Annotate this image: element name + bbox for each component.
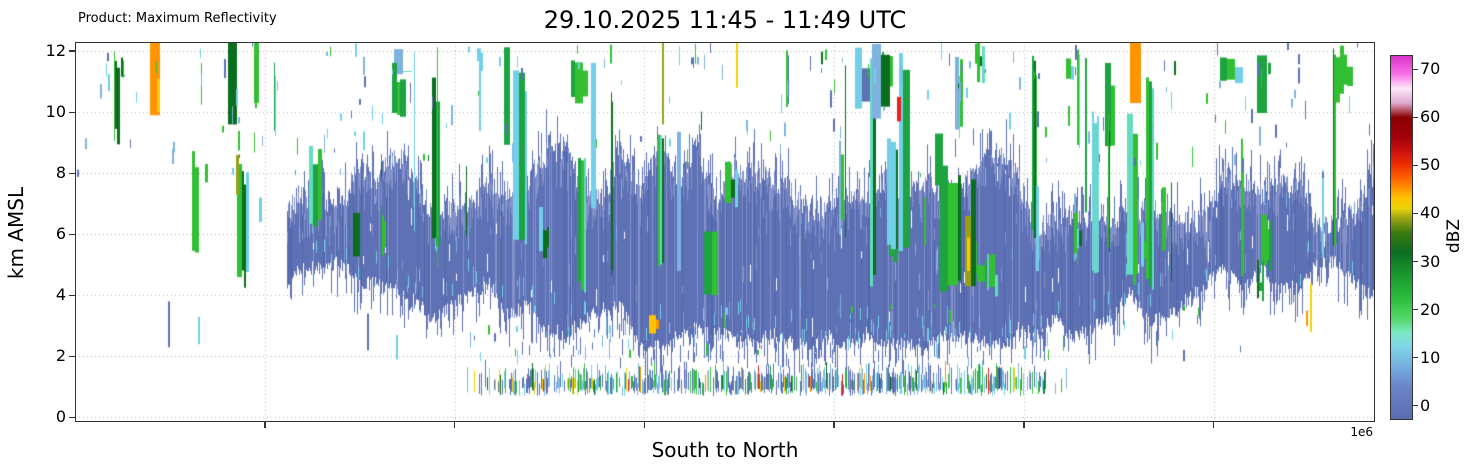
chart-title: 29.10.2025 11:45 - 11:49 UTC — [543, 6, 907, 34]
x-tick-mark — [1023, 422, 1025, 428]
y-tick-label: 8 — [55, 163, 66, 183]
colorbar-tick-mark — [1413, 164, 1418, 167]
colorbar-label: dBZ — [1444, 218, 1464, 254]
y-axis-label: km AMSL — [4, 186, 28, 280]
y-tick-mark — [69, 355, 75, 358]
colorbar-tick-label: 50 — [1420, 155, 1441, 175]
y-tick-label: 10 — [45, 102, 66, 122]
x-tick-mark — [453, 422, 456, 428]
y-tick-label: 6 — [55, 224, 66, 244]
x-tick-mark — [1212, 422, 1215, 428]
colorbar-tick-label: 60 — [1420, 107, 1441, 127]
colorbar-tick-mark — [1413, 404, 1418, 407]
colorbar-tick-label: 40 — [1420, 203, 1441, 223]
reflectivity-canvas — [75, 42, 1375, 422]
y-tick-label: 2 — [55, 346, 66, 366]
y-tick-label: 12 — [45, 41, 66, 61]
y-tick-mark — [69, 50, 75, 52]
colorbar-tick-mark — [1413, 260, 1418, 263]
colorbar-tick-mark — [1413, 212, 1418, 215]
colorbar-tick-label: 20 — [1420, 299, 1441, 319]
x-tick-mark — [833, 422, 835, 428]
colorbar-tick-label: 30 — [1420, 251, 1441, 271]
y-tick-mark — [69, 233, 75, 236]
y-tick-mark — [69, 416, 75, 419]
x-tick-mark — [643, 422, 646, 428]
colorbar-tick-mark — [1413, 308, 1418, 311]
colorbar-tick-mark — [1413, 116, 1418, 119]
y-tick-mark — [69, 111, 75, 113]
y-tick-label: 4 — [55, 285, 66, 305]
y-tick-mark — [69, 172, 75, 175]
colorbar-tick-label: 70 — [1420, 59, 1441, 79]
x-axis-label: South to North — [651, 438, 799, 462]
x-axis-offset-label: 1e6 — [1350, 425, 1373, 439]
colorbar-gradient — [1390, 55, 1413, 420]
y-tick-label: 0 — [55, 407, 66, 427]
colorbar-tick-mark — [1413, 356, 1418, 359]
colorbar-tick-label: 0 — [1420, 395, 1431, 415]
product-label: Product: Maximum Reflectivity — [78, 11, 277, 26]
y-tick-mark — [69, 294, 75, 297]
colorbar-tick-label: 10 — [1420, 347, 1441, 367]
x-tick-mark — [264, 422, 266, 428]
colorbar-tick-mark — [1413, 68, 1418, 71]
